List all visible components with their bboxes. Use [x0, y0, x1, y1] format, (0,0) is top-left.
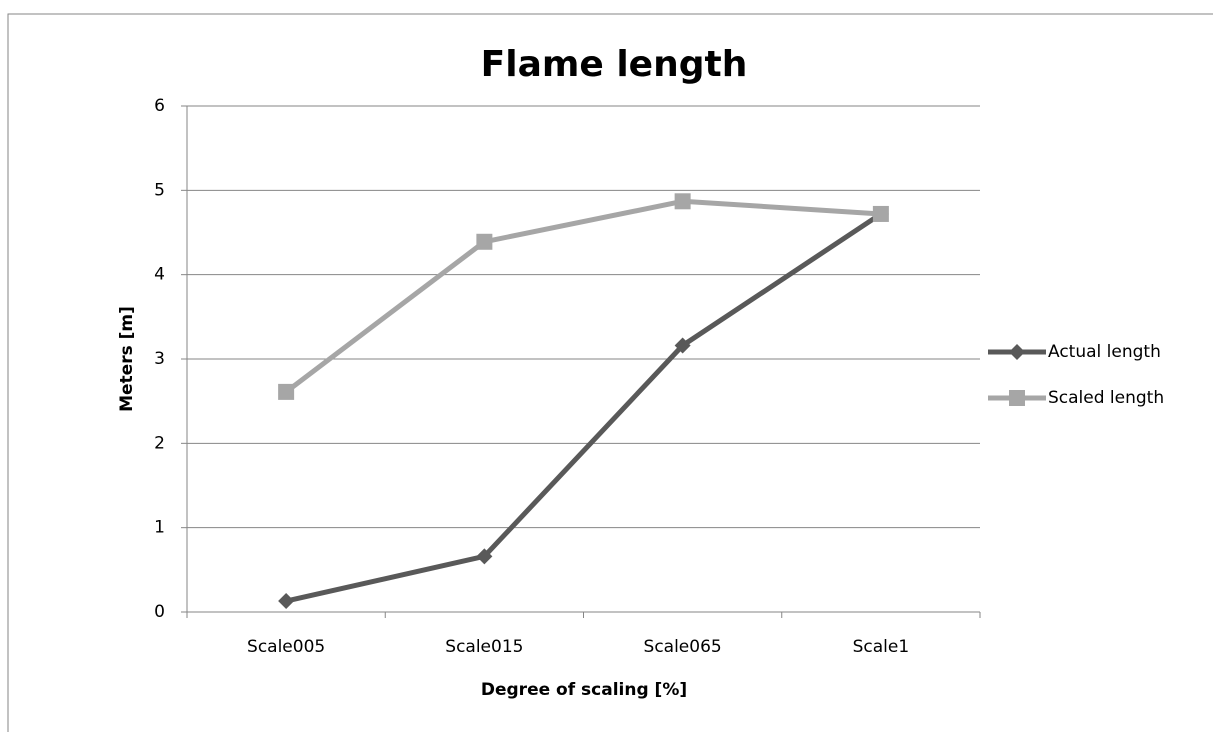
- data-point: [872, 205, 889, 222]
- series-line: [285, 211, 883, 604]
- x-tick-label: Scale015: [445, 637, 523, 657]
- data-point: [674, 337, 691, 354]
- data-point: [476, 233, 493, 250]
- y-tick-label: 5: [154, 180, 165, 200]
- x-tick-label: Scale1: [853, 637, 910, 657]
- data-point: [278, 593, 295, 610]
- chart-frame: [7, 13, 1213, 732]
- x-axis-title: Degree of scaling [%]: [481, 680, 687, 700]
- y-tick-label: 0: [154, 602, 165, 622]
- y-axis-title: Meters [m]: [117, 306, 137, 412]
- data-point: [476, 548, 493, 565]
- legend-marker: [1009, 344, 1025, 360]
- x-tick-label: Scale065: [644, 637, 722, 657]
- y-tick-label: 3: [154, 349, 165, 369]
- legend-label: Actual length: [1048, 342, 1161, 362]
- y-tick-label: 4: [154, 265, 165, 285]
- legend-label: Scaled length: [1048, 388, 1164, 408]
- y-tick-label: 6: [154, 96, 165, 116]
- legend-marker: [1009, 390, 1025, 406]
- data-point: [674, 193, 691, 210]
- x-tick-label: Scale005: [247, 637, 325, 657]
- series-line: [284, 198, 882, 394]
- y-tick-label: 2: [154, 433, 165, 453]
- data-point: [278, 383, 295, 400]
- chart-title: Flame length: [481, 44, 748, 85]
- y-tick-label: 1: [154, 518, 165, 538]
